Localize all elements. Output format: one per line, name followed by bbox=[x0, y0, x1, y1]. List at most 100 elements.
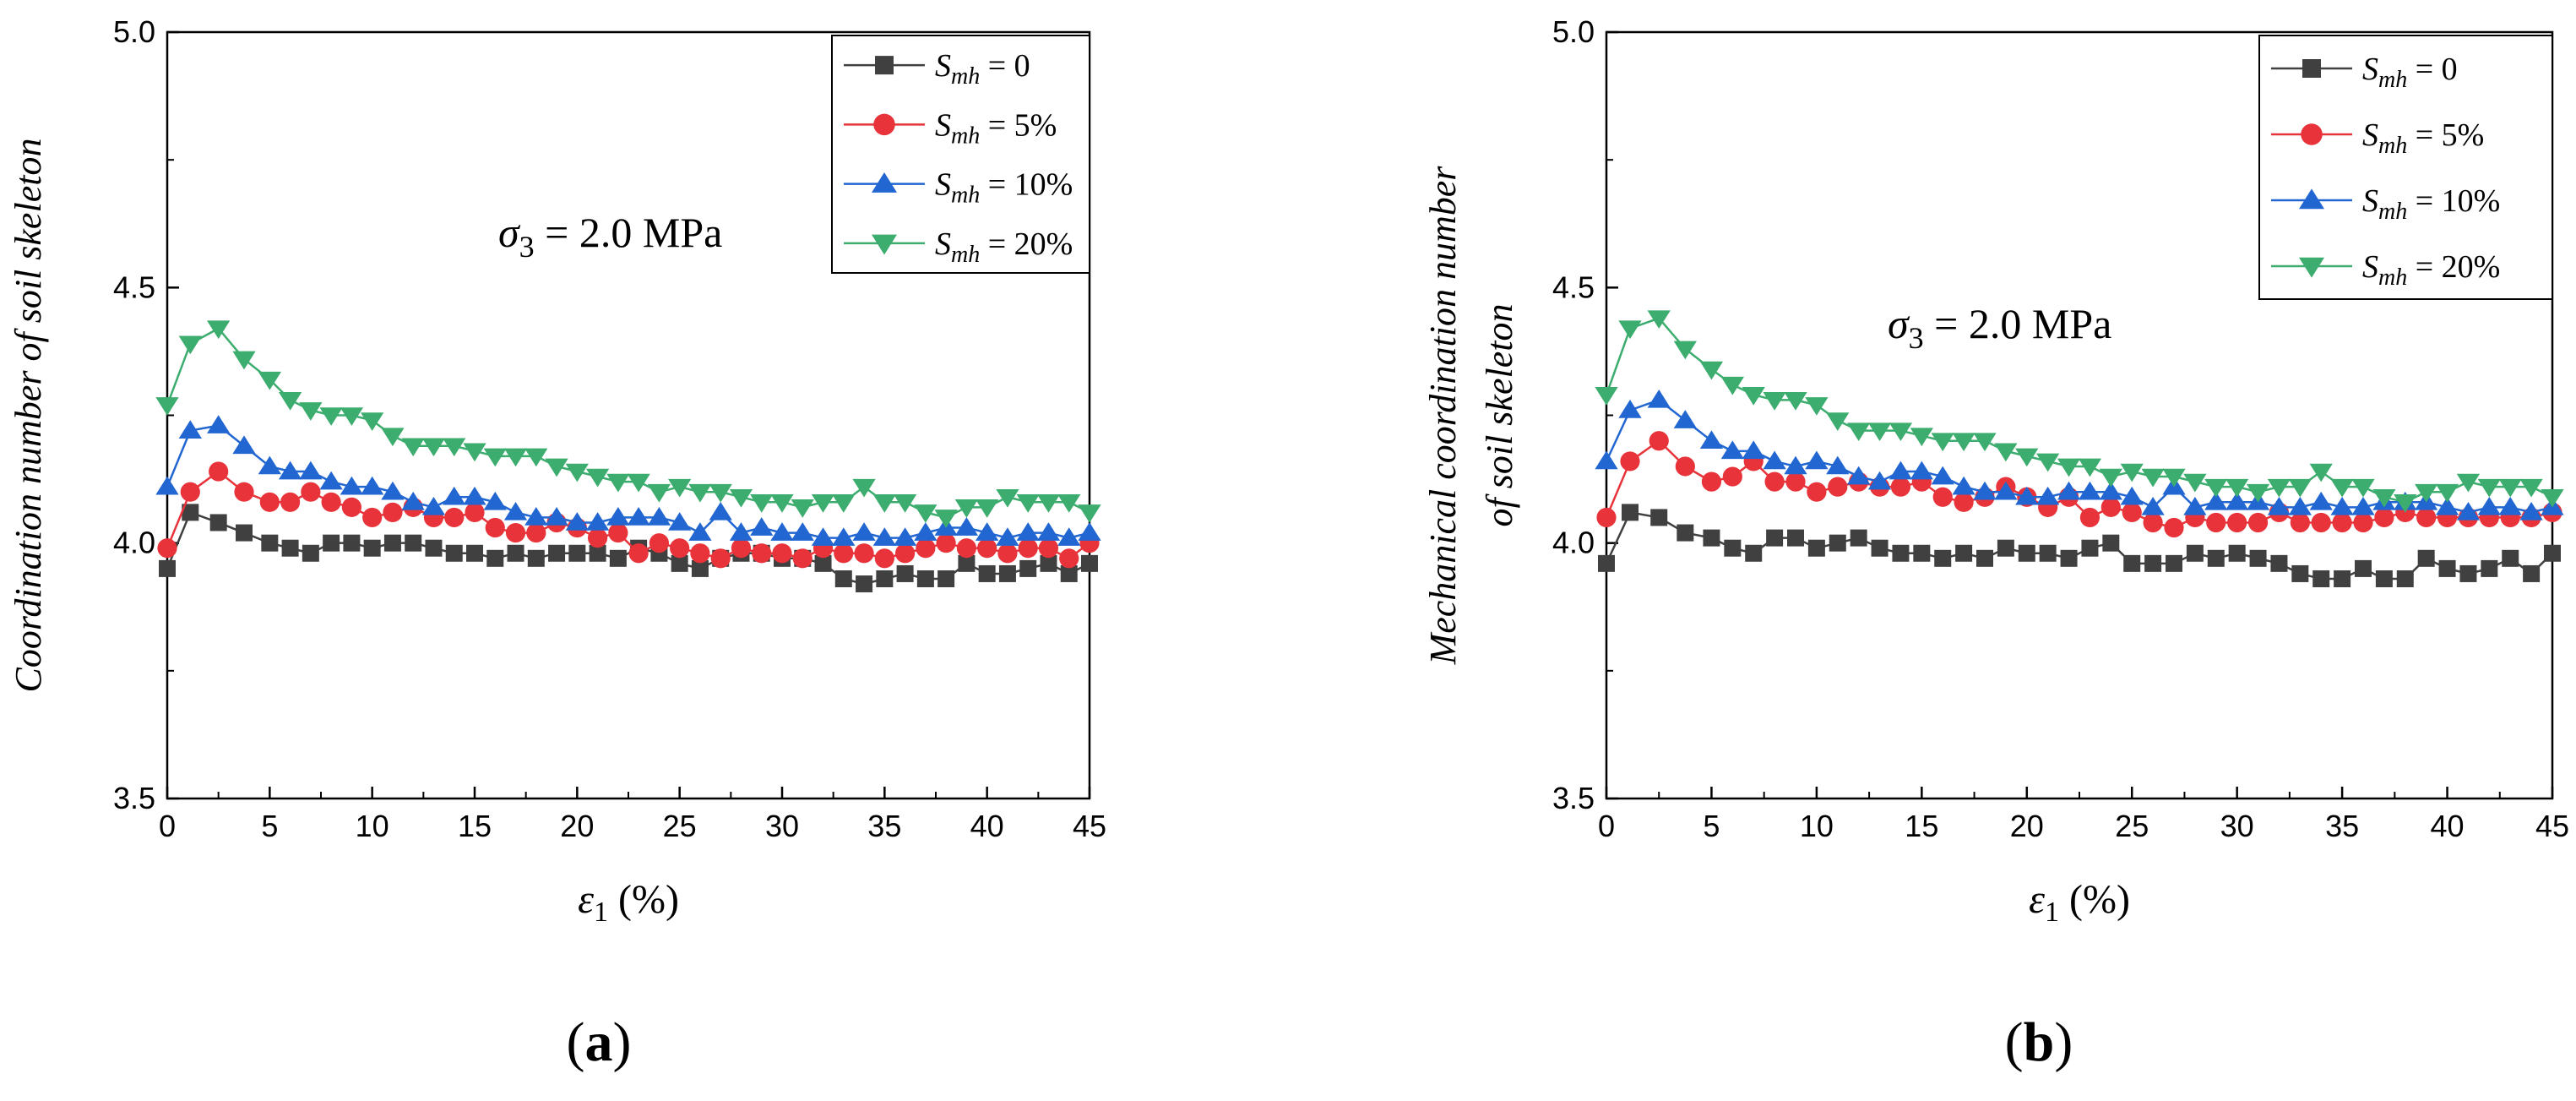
y-tick-label: 4.0 bbox=[1552, 526, 1595, 560]
data-point bbox=[750, 493, 774, 513]
data-point bbox=[2141, 468, 2165, 488]
data-point bbox=[340, 476, 364, 495]
data-point bbox=[1976, 549, 1993, 567]
data-point bbox=[2225, 478, 2249, 498]
data-point bbox=[2415, 483, 2438, 503]
panel-a-chart: 0 5 10 15 20 25 30 35 40 45 3.5 4.0 4.5 5.0 ε1 (%) Coor… bbox=[8, 14, 1106, 928]
data-point bbox=[1850, 529, 1867, 547]
data-point bbox=[258, 371, 281, 390]
data-point bbox=[2039, 544, 2057, 562]
legend-box bbox=[2258, 35, 2553, 300]
data-point bbox=[2057, 481, 2081, 500]
x-tick-label: 20 bbox=[2010, 809, 2044, 843]
data-point bbox=[934, 510, 958, 528]
data-point bbox=[750, 517, 774, 536]
data-point bbox=[299, 402, 323, 421]
data-point bbox=[2375, 570, 2393, 587]
data-point bbox=[670, 538, 690, 559]
data-point bbox=[234, 482, 254, 502]
data-point bbox=[381, 428, 405, 447]
data-point bbox=[914, 504, 937, 523]
x-tick-label: 25 bbox=[663, 809, 697, 843]
data-point bbox=[996, 527, 1019, 546]
data-point bbox=[811, 493, 835, 513]
data-point bbox=[207, 320, 231, 340]
data-point bbox=[1675, 456, 1695, 477]
data-point bbox=[671, 554, 688, 572]
data-point bbox=[2079, 507, 2100, 528]
data-point bbox=[2290, 512, 2310, 533]
x-tick-label: 5 bbox=[261, 809, 278, 843]
data-point bbox=[1910, 428, 1933, 447]
data-point bbox=[2143, 512, 2163, 533]
data-point bbox=[2351, 478, 2375, 498]
data-point bbox=[421, 496, 446, 515]
x-tick-label: 45 bbox=[2535, 809, 2569, 843]
data-point bbox=[2438, 559, 2456, 577]
data-point bbox=[2311, 512, 2331, 533]
data-point bbox=[465, 502, 485, 522]
data-point bbox=[834, 570, 852, 587]
data-point bbox=[710, 548, 731, 569]
data-point bbox=[323, 534, 340, 552]
x-tick-label: 10 bbox=[1800, 809, 1834, 843]
y-tick-label: 3.5 bbox=[1552, 781, 1595, 815]
data-point bbox=[2541, 488, 2564, 508]
data-point bbox=[2099, 481, 2122, 500]
data-point bbox=[178, 420, 202, 439]
data-point bbox=[1807, 539, 1825, 557]
data-point bbox=[585, 512, 610, 531]
data-point bbox=[2456, 473, 2481, 493]
data-point bbox=[2162, 468, 2186, 488]
y-tick-label: 5.0 bbox=[1552, 14, 1595, 49]
data-point bbox=[405, 534, 422, 552]
legend-marker bbox=[2302, 59, 2321, 78]
data-point bbox=[2036, 486, 2060, 505]
data-point bbox=[232, 351, 256, 370]
data-point bbox=[232, 435, 256, 455]
data-point bbox=[852, 478, 876, 498]
data-point bbox=[2288, 478, 2312, 498]
data-point bbox=[2519, 501, 2543, 521]
data-point bbox=[1785, 471, 1806, 492]
data-point bbox=[954, 499, 979, 518]
data-point bbox=[977, 538, 997, 559]
data-point bbox=[361, 476, 384, 495]
data-point bbox=[1016, 493, 1040, 513]
data-point bbox=[937, 570, 955, 587]
panel-b-label: (b) bbox=[2005, 1011, 2073, 1073]
data-point bbox=[526, 522, 546, 543]
data-point bbox=[2332, 512, 2352, 533]
data-point bbox=[2544, 544, 2561, 562]
data-point bbox=[589, 544, 606, 562]
data-point bbox=[444, 507, 465, 528]
data-point bbox=[507, 544, 524, 562]
data-point bbox=[2228, 544, 2246, 562]
data-point bbox=[1724, 539, 1742, 557]
data-point bbox=[155, 476, 179, 495]
data-point bbox=[340, 407, 364, 426]
data-point bbox=[854, 543, 874, 564]
data-point bbox=[2249, 549, 2267, 567]
legend: Smh = 0 Smh = 5% Smh = 10% Smh = 20% bbox=[831, 35, 1090, 274]
data-point bbox=[628, 543, 649, 564]
data-point bbox=[2120, 486, 2144, 505]
data-point bbox=[690, 543, 710, 564]
data-point bbox=[1016, 522, 1040, 541]
data-point bbox=[2498, 478, 2522, 498]
data-point bbox=[876, 570, 894, 587]
data-point bbox=[159, 559, 176, 577]
data-point bbox=[996, 488, 1019, 508]
data-point bbox=[2351, 496, 2375, 515]
data-point bbox=[2060, 549, 2078, 567]
x-tick-label: 0 bbox=[1598, 809, 1615, 843]
data-point bbox=[856, 575, 873, 593]
data-point bbox=[445, 544, 463, 562]
data-point bbox=[791, 522, 814, 541]
data-point bbox=[1954, 492, 1974, 512]
data-point bbox=[729, 488, 753, 508]
data-point bbox=[281, 539, 299, 557]
data-point bbox=[485, 517, 505, 538]
data-point bbox=[565, 512, 589, 531]
data-point bbox=[1040, 554, 1057, 572]
